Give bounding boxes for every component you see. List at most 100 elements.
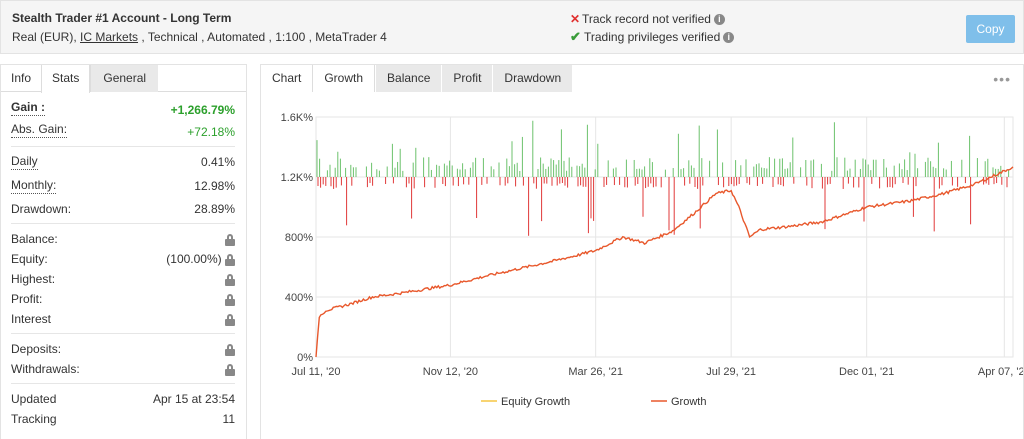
- withdrawals-label: Withdrawals:: [11, 362, 80, 376]
- monthly-value: 12.98%: [194, 179, 235, 193]
- chart-legend: Equity Growth Growth: [481, 396, 706, 408]
- x-tick-label: Nov 12, '20: [423, 366, 478, 378]
- monthly-label[interactable]: Monthly:: [11, 178, 57, 194]
- withdrawals-value: [225, 359, 235, 379]
- stat-profit: Profit:: [11, 289, 235, 309]
- profit-label: Profit:: [11, 292, 43, 306]
- equity-value-wrap: (100.00%): [166, 249, 235, 269]
- deposits-value: [225, 339, 235, 359]
- copy-button[interactable]: Copy: [966, 15, 1015, 43]
- stat-balance: Balance:: [11, 229, 235, 249]
- trading-privileges-status: ✔ Trading privileges verified i: [570, 29, 735, 45]
- tab-stats[interactable]: Stats: [41, 65, 91, 93]
- updated-value: Apr 15 at 23:54: [152, 392, 235, 406]
- y-axis-ticks: 0% 400% 800% 1.2K% 1.6K%: [281, 112, 314, 364]
- stats-panel: Info Stats General Gain : +1,266.79% Abs…: [0, 64, 247, 439]
- stat-deposits: Deposits:: [11, 339, 235, 359]
- y-tick-label: 1.6K%: [281, 112, 314, 124]
- tab-drawdown[interactable]: Drawdown: [493, 65, 573, 92]
- x-tick-label: Mar 26, '21: [568, 366, 623, 378]
- x-icon: ✕: [570, 12, 581, 26]
- broker-link[interactable]: IC Markets: [80, 30, 139, 44]
- divider: [11, 146, 235, 147]
- abs-gain-label[interactable]: Abs. Gain:: [11, 122, 68, 138]
- x-tick-label: Jul 29, '21: [706, 366, 756, 378]
- track-record-label: Track record not verified: [582, 12, 711, 26]
- chart-bars: [316, 120, 1010, 236]
- x-tick-label: Jul 11, '20: [292, 366, 341, 378]
- lock-icon: [225, 313, 235, 326]
- chart-grid: [315, 116, 1014, 358]
- highest-value: [225, 269, 235, 289]
- x-tick-label: Dec 01, '21: [839, 366, 894, 378]
- gain-value: +1,266.79%: [170, 103, 235, 117]
- stat-interest: Interest: [11, 309, 235, 329]
- stat-updated: Updated Apr 15 at 23:54: [11, 389, 235, 409]
- info-icon[interactable]: i: [713, 13, 725, 25]
- tab-chart[interactable]: Chart: [272, 71, 302, 85]
- stat-withdrawals: Withdrawals:: [11, 359, 235, 379]
- account-meta-prefix: Real (EUR),: [12, 30, 81, 44]
- interest-label: Interest: [11, 312, 52, 326]
- chart-tabs: Chart Growth Balance Profit Drawdown: [261, 65, 1023, 92]
- lock-icon: [225, 233, 235, 246]
- deposits-label: Deposits:: [11, 342, 62, 356]
- tab-balance[interactable]: Balance: [376, 65, 442, 92]
- chart-panel: Chart Growth Balance Profit Drawdown •••…: [260, 64, 1024, 439]
- divider: [11, 383, 235, 384]
- drawdown-label: Drawdown:: [11, 202, 72, 216]
- equity-value: (100.00%): [166, 252, 222, 266]
- daily-label[interactable]: Daily: [11, 154, 38, 170]
- left-tabs: Info Stats General: [1, 65, 246, 93]
- gain-label[interactable]: Gain :: [11, 100, 46, 116]
- x-tick-label: Apr 07, '22: [978, 366, 1023, 378]
- lock-icon: [225, 293, 235, 306]
- lock-icon: [225, 273, 235, 286]
- stat-gain: Gain : +1,266.79%: [11, 98, 235, 120]
- tab-general[interactable]: General: [90, 65, 159, 92]
- stat-daily: Daily 0.41%: [11, 152, 235, 172]
- account-meta: Real (EUR), IC Markets , Technical , Aut…: [12, 30, 387, 44]
- lock-icon: [225, 343, 235, 356]
- growth-series-line: [315, 166, 1014, 358]
- tab-info[interactable]: Info: [11, 71, 32, 85]
- account-title: Stealth Trader #1 Account - Long Term: [12, 11, 232, 25]
- tab-profit[interactable]: Profit: [442, 65, 493, 92]
- profit-value: [225, 289, 235, 309]
- check-icon: ✔: [570, 29, 581, 44]
- trading-privileges-label: Trading privileges verified: [584, 30, 721, 44]
- abs-gain-value: +72.18%: [187, 125, 235, 139]
- divider: [11, 223, 235, 224]
- growth-chart: 0% 400% 800% 1.2K% 1.6K% Jul 11, '20 Nov 12, …: [281, 112, 1023, 408]
- lock-icon: [225, 253, 235, 266]
- legend-equity-growth: Equity Growth: [501, 396, 570, 408]
- more-options-icon[interactable]: •••: [993, 71, 1011, 87]
- tracking-value: 11: [222, 412, 235, 426]
- info-icon[interactable]: i: [723, 31, 735, 43]
- y-tick-label: 400%: [285, 292, 313, 304]
- interest-value: [225, 309, 235, 329]
- stat-highest: Highest:: [11, 269, 235, 289]
- drawdown-value: 28.89%: [194, 202, 235, 216]
- y-tick-label: 0%: [297, 352, 313, 364]
- account-header: Stealth Trader #1 Account - Long Term Re…: [0, 0, 1024, 54]
- stat-drawdown: Drawdown: 28.89%: [11, 199, 235, 219]
- y-tick-label: 1.2K%: [281, 172, 314, 184]
- stat-tracking: Tracking 11: [11, 409, 235, 429]
- updated-label: Updated: [11, 392, 57, 406]
- divider: [11, 333, 235, 334]
- daily-value: 0.41%: [200, 155, 235, 169]
- balance-label: Balance:: [11, 232, 58, 246]
- balance-value: [225, 229, 235, 249]
- lock-icon: [225, 363, 235, 376]
- account-meta-suffix: , Technical , Automated , 1:100 , MetaTr…: [138, 30, 387, 44]
- y-tick-label: 800%: [285, 232, 313, 244]
- x-axis-ticks: Jul 11, '20 Nov 12, '20 Mar 26, '21 Jul 29,…: [292, 366, 1023, 378]
- stat-abs-gain: Abs. Gain: +72.18%: [11, 120, 235, 142]
- legend-growth: Growth: [671, 396, 706, 408]
- stat-equity: Equity: (100.00%): [11, 249, 235, 269]
- track-record-status: ✕ Track record not verified i: [570, 12, 725, 26]
- stat-monthly: Monthly: 12.98%: [11, 176, 235, 196]
- tab-growth[interactable]: Growth: [312, 65, 376, 92]
- tracking-label: Tracking: [11, 412, 57, 426]
